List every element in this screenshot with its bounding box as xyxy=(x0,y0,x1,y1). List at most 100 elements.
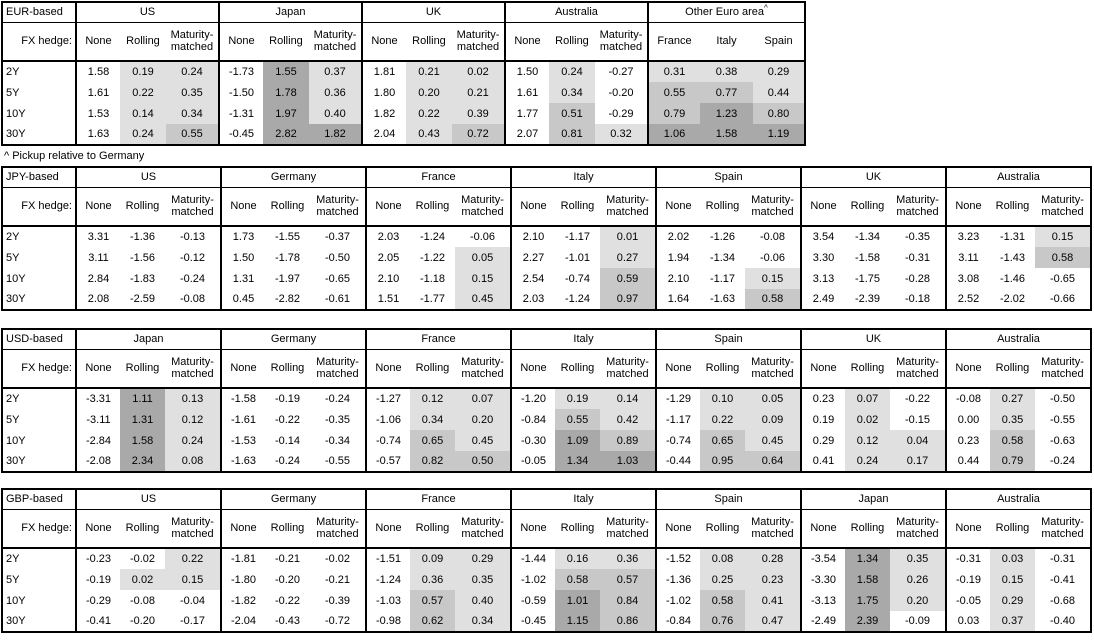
value-cell: -1.55 xyxy=(274,231,301,243)
value-cell: 2.05 xyxy=(365,247,410,268)
value-cell: 0.97 xyxy=(600,289,656,310)
group-header-label: France xyxy=(421,171,456,184)
column-header: Rolling xyxy=(406,22,452,62)
group-header-label: Australia xyxy=(997,333,1040,346)
tenor-label: 2Y xyxy=(2,61,77,82)
value-cell: 1.06 xyxy=(647,124,700,145)
group-header: Germany xyxy=(220,167,366,188)
group-header: Italy xyxy=(510,329,656,350)
value-cell: -3.13 xyxy=(800,590,845,611)
value-cell: 3.11 xyxy=(75,247,120,268)
value-cell: -0.74 xyxy=(655,430,700,451)
group-header-label: Spain xyxy=(714,333,743,346)
group-header-label: UK xyxy=(865,171,882,184)
group-header: Spain xyxy=(655,167,801,188)
column-header: None xyxy=(510,187,555,227)
value-cell: -2.84 xyxy=(75,430,120,451)
group-header: Australia xyxy=(945,167,1091,188)
group-header: Australia xyxy=(945,329,1091,350)
value-cell: -1.17 xyxy=(655,409,700,430)
value-cell: -1.34 xyxy=(854,231,881,243)
tenor-label: 10Y xyxy=(2,590,77,611)
value-cell: 0.03 xyxy=(945,611,990,632)
column-header: Maturity-matched xyxy=(745,509,801,549)
value-cell: 0.21 xyxy=(406,61,452,82)
value-cell: -0.22 xyxy=(274,594,301,607)
value-cell: 1.77 xyxy=(504,103,549,124)
value-cell: 0.21 xyxy=(452,82,505,103)
value-cell: -0.41 xyxy=(1049,573,1076,586)
value-cell: 1.19 xyxy=(753,124,805,145)
value-cell: -0.02 xyxy=(324,553,351,565)
column-header: None xyxy=(365,187,410,227)
value-cell: -1.63 xyxy=(709,293,736,305)
value-cell: 1.50 xyxy=(220,247,265,268)
group-header-label: Germany xyxy=(270,171,317,184)
value-cell: 2.27 xyxy=(510,247,555,268)
value-cell: -3.11 xyxy=(75,409,120,430)
column-header: Rolling xyxy=(555,509,600,549)
value-cell: 2.54 xyxy=(510,268,555,289)
value-cell: -0.35 xyxy=(904,231,931,243)
value-cell: 0.09 xyxy=(410,548,455,569)
value-cell: -2.59 xyxy=(129,293,156,305)
value-cell: 0.15 xyxy=(1035,226,1091,247)
column-header: Rolling xyxy=(265,509,310,549)
column-header: Maturity-matched xyxy=(309,22,362,62)
value-cell: 0.14 xyxy=(600,388,656,409)
value-cell: -0.08 xyxy=(129,594,156,607)
column-header: Rolling xyxy=(120,187,165,227)
column-header: Rolling xyxy=(120,509,165,549)
value-cell: -1.44 xyxy=(510,548,555,569)
value-cell: 1.94 xyxy=(655,247,700,268)
value-cell: 0.22 xyxy=(700,409,745,430)
value-cell: 2.03 xyxy=(510,289,555,310)
value-cell: -1.06 xyxy=(365,409,410,430)
fx-hedge-label: FX hedge: xyxy=(2,22,77,62)
column-header: None xyxy=(75,187,120,227)
value-cell: 0.12 xyxy=(165,409,221,430)
value-cell: 1.34 xyxy=(845,548,890,569)
fx-hedge-label: FX hedge: xyxy=(2,349,77,389)
value-cell: 0.23 xyxy=(745,569,801,590)
group-header: Japan xyxy=(75,329,221,350)
base-label: JPY-based xyxy=(2,167,77,188)
column-header: France xyxy=(647,22,700,62)
value-cell: 2.34 xyxy=(120,451,165,472)
group-header: Spain xyxy=(655,489,801,510)
column-header: None xyxy=(945,349,990,389)
value-cell: 1.51 xyxy=(365,289,410,310)
value-cell: -1.97 xyxy=(274,272,301,285)
value-cell: 0.57 xyxy=(410,590,455,611)
value-cell: 0.58 xyxy=(990,430,1035,451)
value-cell: 1.34 xyxy=(555,451,600,472)
column-header: Rolling xyxy=(549,22,595,62)
value-cell: -0.45 xyxy=(510,611,555,632)
value-cell: -1.27 xyxy=(365,388,410,409)
value-cell: -1.02 xyxy=(655,590,700,611)
value-cell: 0.57 xyxy=(600,569,656,590)
column-header: None xyxy=(504,22,549,62)
value-cell: 2.08 xyxy=(75,289,120,310)
data-table: EUR-based US Japan UK Australia Other Euro ar… xyxy=(1,1,806,146)
column-header: None xyxy=(75,509,120,549)
value-cell: -0.19 xyxy=(274,393,301,405)
value-cell: 1.15 xyxy=(555,611,600,632)
column-header: Maturity-matched xyxy=(310,349,366,389)
value-cell: 0.47 xyxy=(745,611,801,632)
value-cell: 0.37 xyxy=(309,61,362,82)
data-table: USD-based Japan Germany France Italy Spain UK A… xyxy=(1,328,1092,473)
value-cell: -0.08 xyxy=(179,293,206,305)
value-cell: 0.28 xyxy=(745,548,801,569)
value-cell: -0.24 xyxy=(324,393,351,405)
value-cell: 0.79 xyxy=(647,103,700,124)
value-cell: 1.31 xyxy=(220,268,265,289)
value-cell: 0.58 xyxy=(1035,247,1091,268)
group-header-label: Germany xyxy=(270,493,317,506)
column-header: None xyxy=(361,22,406,62)
column-header: Maturity-matched xyxy=(166,22,219,62)
value-cell: -0.31 xyxy=(904,251,931,264)
column-header: Rolling xyxy=(410,509,455,549)
value-cell: 3.54 xyxy=(800,226,845,247)
value-cell: 0.00 xyxy=(945,409,990,430)
